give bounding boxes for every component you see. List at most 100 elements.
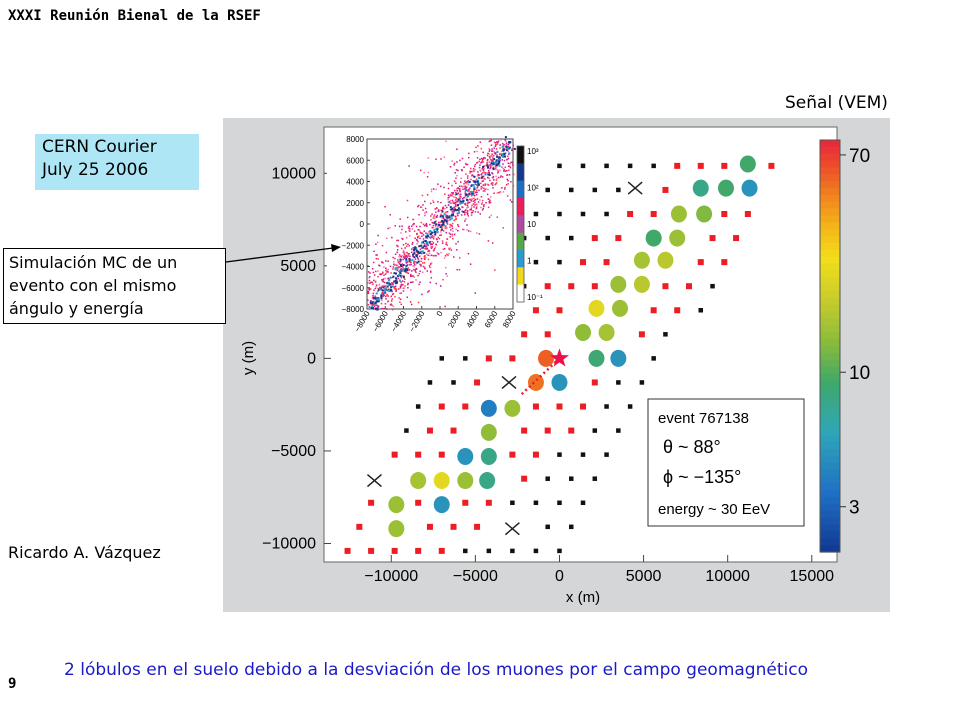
inset-point: [449, 223, 451, 226]
inset-point: [431, 246, 434, 248]
colorbar-segment: [820, 215, 840, 223]
inset-point: [404, 252, 406, 254]
inset-point: [449, 233, 452, 236]
inset-point: [470, 170, 473, 173]
inset-core-point: [491, 160, 494, 163]
inset-point: [467, 212, 469, 215]
inset-core-point: [393, 272, 396, 275]
hit-station-marker: [633, 275, 650, 293]
inset-point: [398, 263, 401, 265]
inset-point: [502, 167, 505, 170]
inset-point: [488, 140, 491, 143]
inset-point: [492, 176, 494, 179]
inset-point: [371, 267, 374, 270]
inset-point: [484, 164, 487, 167]
inset-point: [372, 296, 374, 298]
inset-point: [378, 264, 380, 267]
inset-point: [435, 243, 437, 246]
colorbar-tick-label: 3: [849, 498, 860, 519]
inset-core-point: [394, 279, 397, 282]
inset-point: [382, 272, 384, 274]
inset-point: [480, 182, 482, 185]
inset-point: [466, 177, 469, 179]
inset-point: [463, 211, 466, 214]
x-axis-label: x (m): [566, 589, 600, 606]
inset-point: [468, 201, 471, 204]
inset-point: [458, 188, 460, 190]
inset-point: [394, 287, 397, 290]
inset-point: [508, 174, 511, 176]
inset-core-point: [371, 302, 374, 305]
inset-core-point: [435, 223, 438, 226]
station-triggered-marker: [568, 427, 575, 434]
inset-point: [373, 274, 376, 276]
inset-core-point: [428, 241, 431, 244]
inset-point: [427, 157, 430, 159]
inset-point: [392, 256, 394, 259]
inset-core-point: [496, 150, 499, 153]
inset-point: [433, 236, 435, 238]
inset-point: [400, 281, 402, 283]
detector-event-figure: −10000 −5000 0 5000 10000 15000−10000−5000050…: [223, 118, 890, 612]
inset-point: [507, 179, 509, 182]
inset-point: [458, 209, 460, 211]
inset-point: [431, 234, 434, 237]
inset-point: [460, 193, 462, 196]
inset-point: [474, 201, 476, 204]
inset-point: [501, 159, 504, 161]
colorbar-segment: [820, 428, 840, 436]
inset-core-point: [386, 282, 389, 285]
inset-point: [507, 145, 509, 148]
inset-point: [429, 243, 432, 246]
inset-point: [455, 228, 457, 231]
station-triggered-marker: [650, 211, 657, 217]
inset-point: [444, 255, 447, 257]
inset-point: [407, 243, 409, 246]
inset-point: [491, 176, 494, 179]
colorbar-segment: [820, 490, 840, 498]
inset-point: [483, 156, 485, 159]
inset-point: [504, 188, 506, 190]
inset-point: [402, 238, 404, 240]
inset-point: [396, 251, 399, 254]
inset-y-tick-label: −6000: [342, 284, 365, 293]
inset-point: [475, 191, 478, 193]
inset-point: [490, 155, 492, 157]
inset-core-point: [448, 200, 451, 203]
colorbar-segment: [820, 394, 840, 402]
inset-point: [441, 217, 443, 220]
inset-point: [384, 281, 386, 284]
inset-point: [493, 147, 496, 149]
inset-point: [482, 169, 485, 172]
inset-point: [375, 285, 377, 288]
inset-point: [402, 266, 404, 269]
inset-core-point: [442, 221, 445, 224]
inset-core-point: [371, 307, 374, 310]
inset-core-point: [420, 250, 423, 253]
station-triggered-marker: [438, 547, 445, 554]
inset-point: [465, 162, 467, 165]
inset-point: [454, 203, 457, 205]
inset-point: [455, 201, 457, 204]
inset-point: [495, 182, 498, 184]
inset-core-point: [398, 274, 401, 277]
inset-point: [481, 199, 484, 202]
inset-point: [414, 261, 417, 264]
inset-point: [509, 166, 512, 169]
station-marker: [592, 187, 598, 193]
inset-point: [424, 267, 426, 269]
inset-core-point: [445, 220, 448, 223]
hit-station-marker: [410, 472, 427, 490]
station-marker: [427, 380, 433, 385]
colorbar-segment: [820, 277, 840, 285]
station-triggered-marker: [450, 427, 457, 434]
inset-point: [370, 281, 372, 284]
inset-point: [410, 225, 413, 228]
inset-point: [505, 184, 508, 186]
inset-point: [490, 214, 492, 217]
inset-point: [509, 162, 511, 165]
inset-point: [439, 185, 442, 188]
inset-point: [456, 174, 458, 177]
inset-point: [474, 183, 477, 186]
